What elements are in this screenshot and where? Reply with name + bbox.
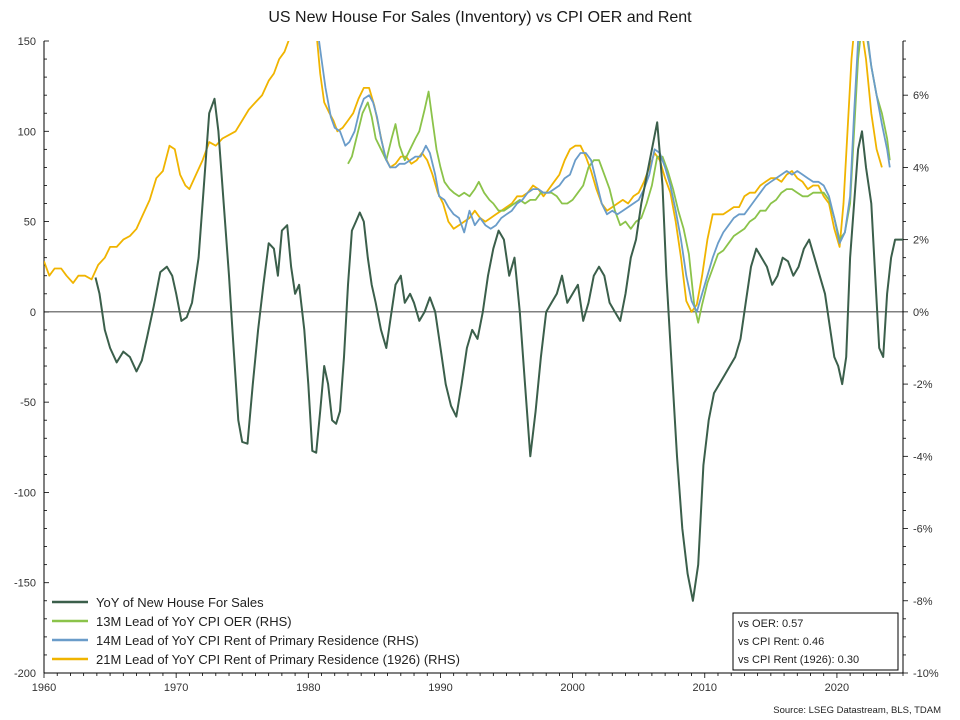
right-tick-label: -8% bbox=[913, 596, 933, 608]
left-tick-label: -150 bbox=[14, 578, 36, 590]
x-tick-label: 1980 bbox=[296, 682, 320, 694]
legend-label: 13M Lead of YoY CPI OER (RHS) bbox=[96, 614, 292, 629]
correlation-line: vs OER: 0.57 bbox=[738, 618, 803, 630]
left-tick-label: 100 bbox=[18, 126, 36, 138]
right-tick-label: -10% bbox=[913, 668, 939, 680]
left-tick-label: -50 bbox=[20, 397, 36, 409]
correlation-box: vs OER: 0.57 vs CPI Rent: 0.46 vs CPI Rent… bbox=[732, 612, 899, 671]
right-tick-label: 0% bbox=[913, 307, 929, 319]
x-tick-label: 1970 bbox=[164, 682, 188, 694]
right-tick-label: -4% bbox=[913, 451, 933, 463]
legend-label: 21M Lead of YoY CPI Rent of Primary Resi… bbox=[96, 652, 460, 667]
plot-frame bbox=[43, 41, 904, 674]
correlation-box-frame bbox=[732, 612, 899, 671]
x-tick-label: 2000 bbox=[560, 682, 584, 694]
left-tick-label: 150 bbox=[18, 36, 36, 48]
x-tick-label: 1990 bbox=[428, 682, 452, 694]
source-note: Source: LSEG Datastream, BLS, TDAM bbox=[773, 705, 941, 716]
series-line-0 bbox=[94, 97, 903, 602]
left-axis: 150 100 50 0 -50 -100 -150 -200 bbox=[14, 36, 49, 680]
chart-title: US New House For Sales (Inventory) vs CP… bbox=[268, 9, 692, 26]
series-line-2 bbox=[318, 41, 891, 313]
x-axis: 1960 1970 1980 1990 2000 2010 2020 bbox=[32, 673, 904, 694]
right-tick-label: -2% bbox=[913, 379, 933, 391]
x-tick-label: 1960 bbox=[32, 682, 56, 694]
series-group bbox=[44, 41, 903, 602]
right-tick-label: 6% bbox=[913, 90, 929, 102]
left-tick-label: 0 bbox=[30, 307, 36, 319]
series-line-1 bbox=[347, 41, 891, 324]
left-tick-label: 50 bbox=[24, 217, 36, 229]
left-tick-label: -200 bbox=[14, 668, 36, 680]
legend: YoY of New House For Sales 13M Lead of Yo… bbox=[52, 595, 460, 667]
correlation-line: vs CPI Rent: 0.46 bbox=[738, 636, 824, 648]
correlation-line: vs CPI Rent (1926): 0.30 bbox=[738, 654, 859, 666]
x-tick-label: 2010 bbox=[693, 682, 717, 694]
right-tick-label: -6% bbox=[913, 524, 933, 536]
legend-label: 14M Lead of YoY CPI Rent of Primary Resi… bbox=[96, 633, 419, 648]
right-axis: 6% 4% 2% 0% -2% -4% -6% -8% -10% bbox=[903, 40, 939, 680]
left-tick-label: -100 bbox=[14, 487, 36, 499]
right-tick-label: 4% bbox=[913, 162, 929, 174]
series-line-3 bbox=[44, 41, 883, 313]
right-tick-label: 2% bbox=[913, 235, 929, 247]
x-tick-label: 2020 bbox=[825, 682, 849, 694]
legend-label: YoY of New House For Sales bbox=[96, 595, 264, 610]
